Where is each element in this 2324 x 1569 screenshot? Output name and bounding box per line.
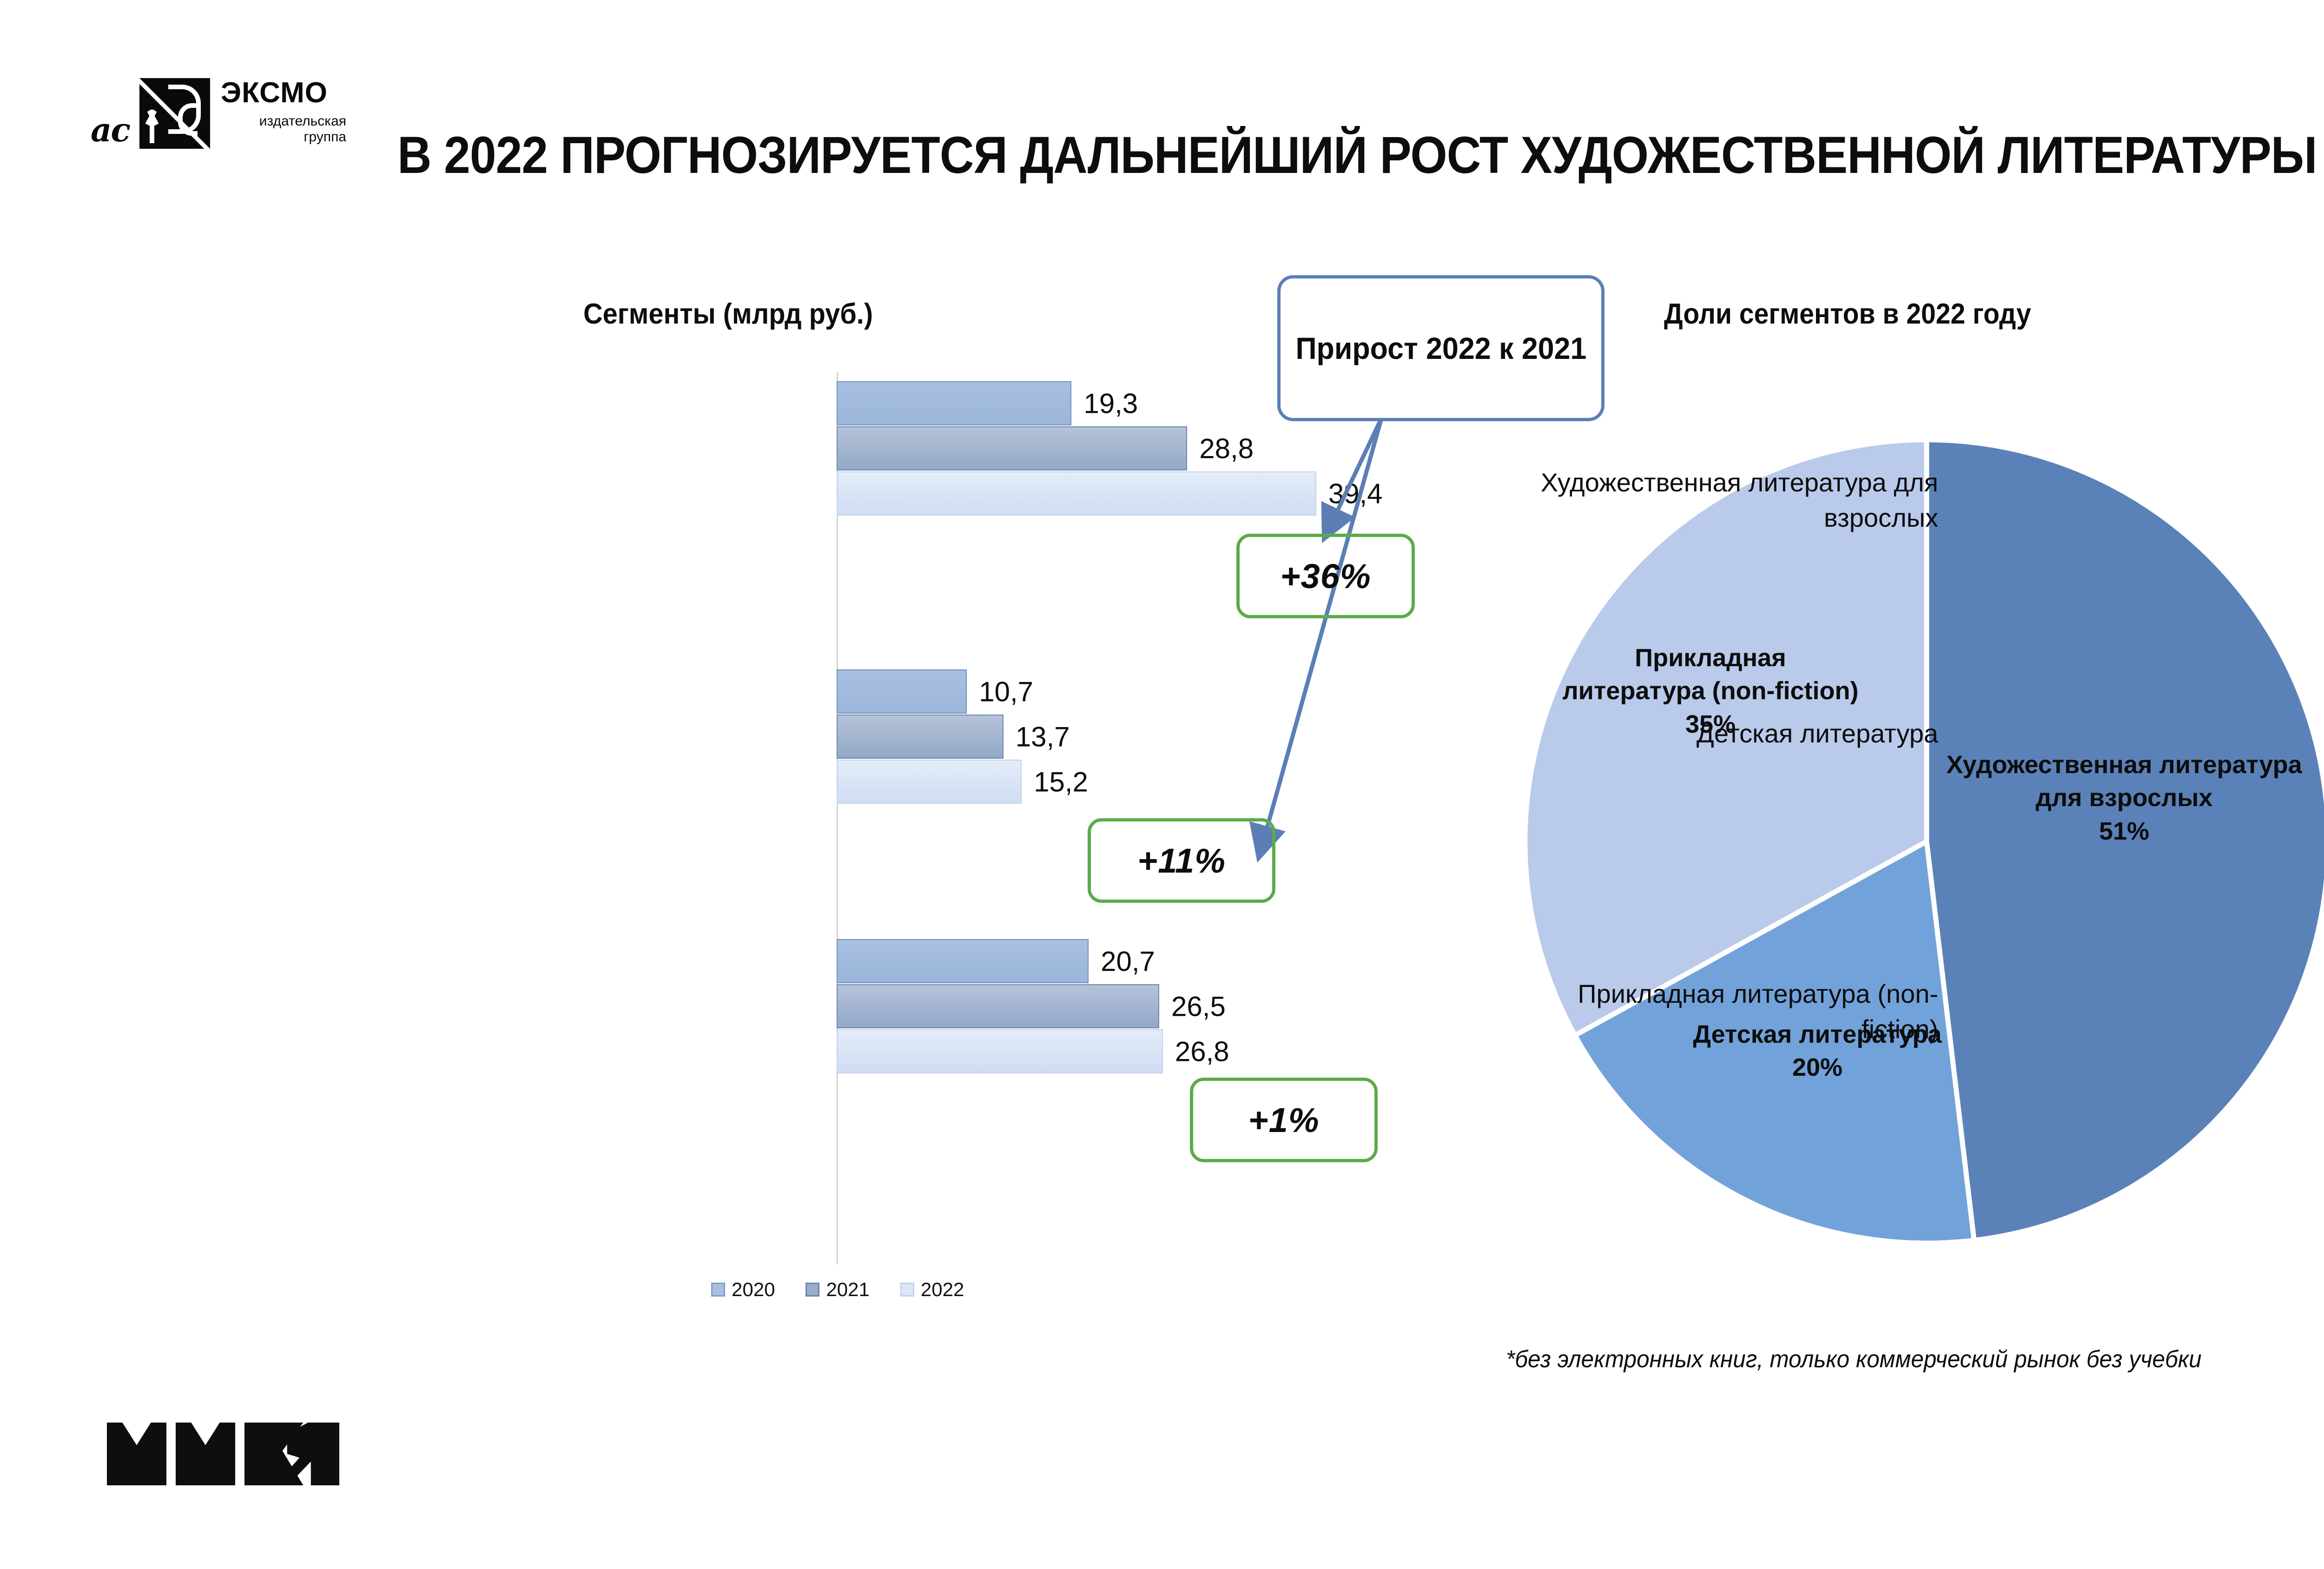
pie-label-children: Детская литература 20%: [1693, 1020, 1942, 1082]
legend-item-2021[interactable]: 2021: [805, 1278, 870, 1301]
bar-2021[interactable]: [837, 426, 1188, 470]
growth-badge-nonfiction: +1%: [1190, 1078, 1378, 1162]
bar-category-label: Прикладная литература (non-fiction): [1578, 979, 1938, 1044]
legend-swatch-2022-icon: [900, 1283, 914, 1297]
growth-badge-children: +11%: [1088, 818, 1275, 903]
bar-value-label: 28,8: [1199, 433, 1254, 464]
bar-row: 13,7: [837, 715, 1348, 759]
legend-item-2020[interactable]: 2020: [711, 1278, 775, 1301]
legend-label-2021: 2021: [826, 1278, 870, 1300]
growth-callout-box: Прирост 2022 к 2021: [1277, 275, 1604, 421]
eksmo-tree-trunk-shape: [150, 114, 154, 143]
bar-value-label: 10,7: [979, 676, 1034, 707]
bar-2022[interactable]: [837, 471, 1316, 516]
bar-value-label: 19,3: [1083, 388, 1138, 419]
growth-badge-fiction-label: +36%: [1280, 556, 1371, 596]
eksmo-wordmark: ЭКСМО: [221, 77, 328, 109]
legend-swatch-2020-icon: [711, 1283, 725, 1297]
legend-swatch-2021-icon: [805, 1283, 820, 1297]
bar-row: 26,5: [837, 984, 1348, 1028]
bar-row: 19,3: [837, 381, 1348, 425]
bar-value-label: 26,8: [1175, 1036, 1229, 1067]
bar-value-label: 26,5: [1171, 991, 1226, 1022]
bar-2022[interactable]: [837, 760, 1022, 804]
pie-slice-2[interactable]: [1522, 437, 1929, 1039]
eksmo-ac-mark: ас: [91, 111, 131, 149]
bar-value-label: 20,7: [1101, 946, 1155, 977]
pie-slice-0[interactable]: [1924, 437, 2324, 1243]
bar-group: 10,7 13,7 15,2: [837, 669, 1348, 805]
mmkya-logo: [107, 1423, 339, 1485]
bar-category-label: Художественная литература для взрослых: [1540, 468, 1938, 532]
mmkya-letter-m1-icon: [107, 1423, 166, 1485]
bar-chart-title: Сегменты (млрд руб.): [583, 298, 873, 330]
pie-chart: [1508, 423, 2324, 1260]
pie-slice-1[interactable]: [1571, 837, 1977, 1246]
bar-2021[interactable]: [837, 715, 1004, 759]
growth-callout-label: Прирост 2022 к 2021: [1295, 331, 1586, 365]
eksmo-square-icon: [139, 78, 210, 149]
pie-label-nonfiction: Прикладная литература (non-fiction) 35%: [1562, 644, 1859, 738]
eksmo-hook-lower-shape: [178, 103, 198, 136]
bar-2020[interactable]: [837, 669, 967, 714]
bar-chart-axis: [837, 372, 838, 1264]
bar-row: 26,8: [837, 1029, 1348, 1073]
bar-category-label: Детская литература: [1696, 719, 1938, 748]
bar-row: 10,7: [837, 669, 1348, 714]
pie-chart-svg: [1522, 437, 2324, 1246]
legend-label-2020: 2020: [732, 1278, 775, 1300]
bar-row: 20,7: [837, 939, 1348, 983]
bar-row: 28,8: [837, 426, 1348, 470]
page-title: В 2022 ПРОГНОЗИРУЕТСЯ ДАЛЬНЕЙШИЙ РОСТ ХУ…: [397, 126, 2317, 185]
bar-2022[interactable]: [837, 1029, 1163, 1073]
bar-group: 20,7 26,5 26,8: [837, 939, 1348, 1074]
bar-2020[interactable]: [837, 381, 1072, 425]
growth-badge-fiction: +36%: [1236, 534, 1415, 618]
bar-value-label: 39,4: [1328, 478, 1383, 509]
footnote: *без электронных книг, только коммерческ…: [1506, 1346, 2202, 1373]
pie-chart-title: Доли сегментов в 2022 году: [1664, 298, 2031, 330]
growth-badge-children-label: +11%: [1137, 841, 1226, 880]
growth-badge-nonfiction-label: +1%: [1248, 1100, 1320, 1139]
legend-item-2022[interactable]: 2022: [900, 1278, 964, 1301]
bar-row: 39,4: [837, 471, 1383, 516]
bar-value-label: 15,2: [1034, 766, 1088, 797]
bar-chart-legend: 2020 2021 2022: [711, 1278, 964, 1301]
bar-row: 15,2: [837, 760, 1348, 804]
bar-2021[interactable]: [837, 984, 1160, 1028]
eksmo-tagline: издательская группа: [259, 113, 346, 145]
bar-group: 19,3 28,8 39,4: [837, 381, 1383, 516]
eksmo-tree-branch-top-shape: [150, 110, 154, 123]
eksmo-logo: ас ЭКСМО издательская группа: [91, 65, 351, 163]
bar-2020[interactable]: [837, 939, 1089, 983]
mmkya-letter-m2-icon: [176, 1423, 235, 1485]
legend-label-2022: 2022: [920, 1278, 964, 1300]
pie-label-fiction: Художественная литература для взрослых 5…: [1946, 751, 2302, 845]
bar-value-label: 13,7: [1015, 721, 1070, 752]
